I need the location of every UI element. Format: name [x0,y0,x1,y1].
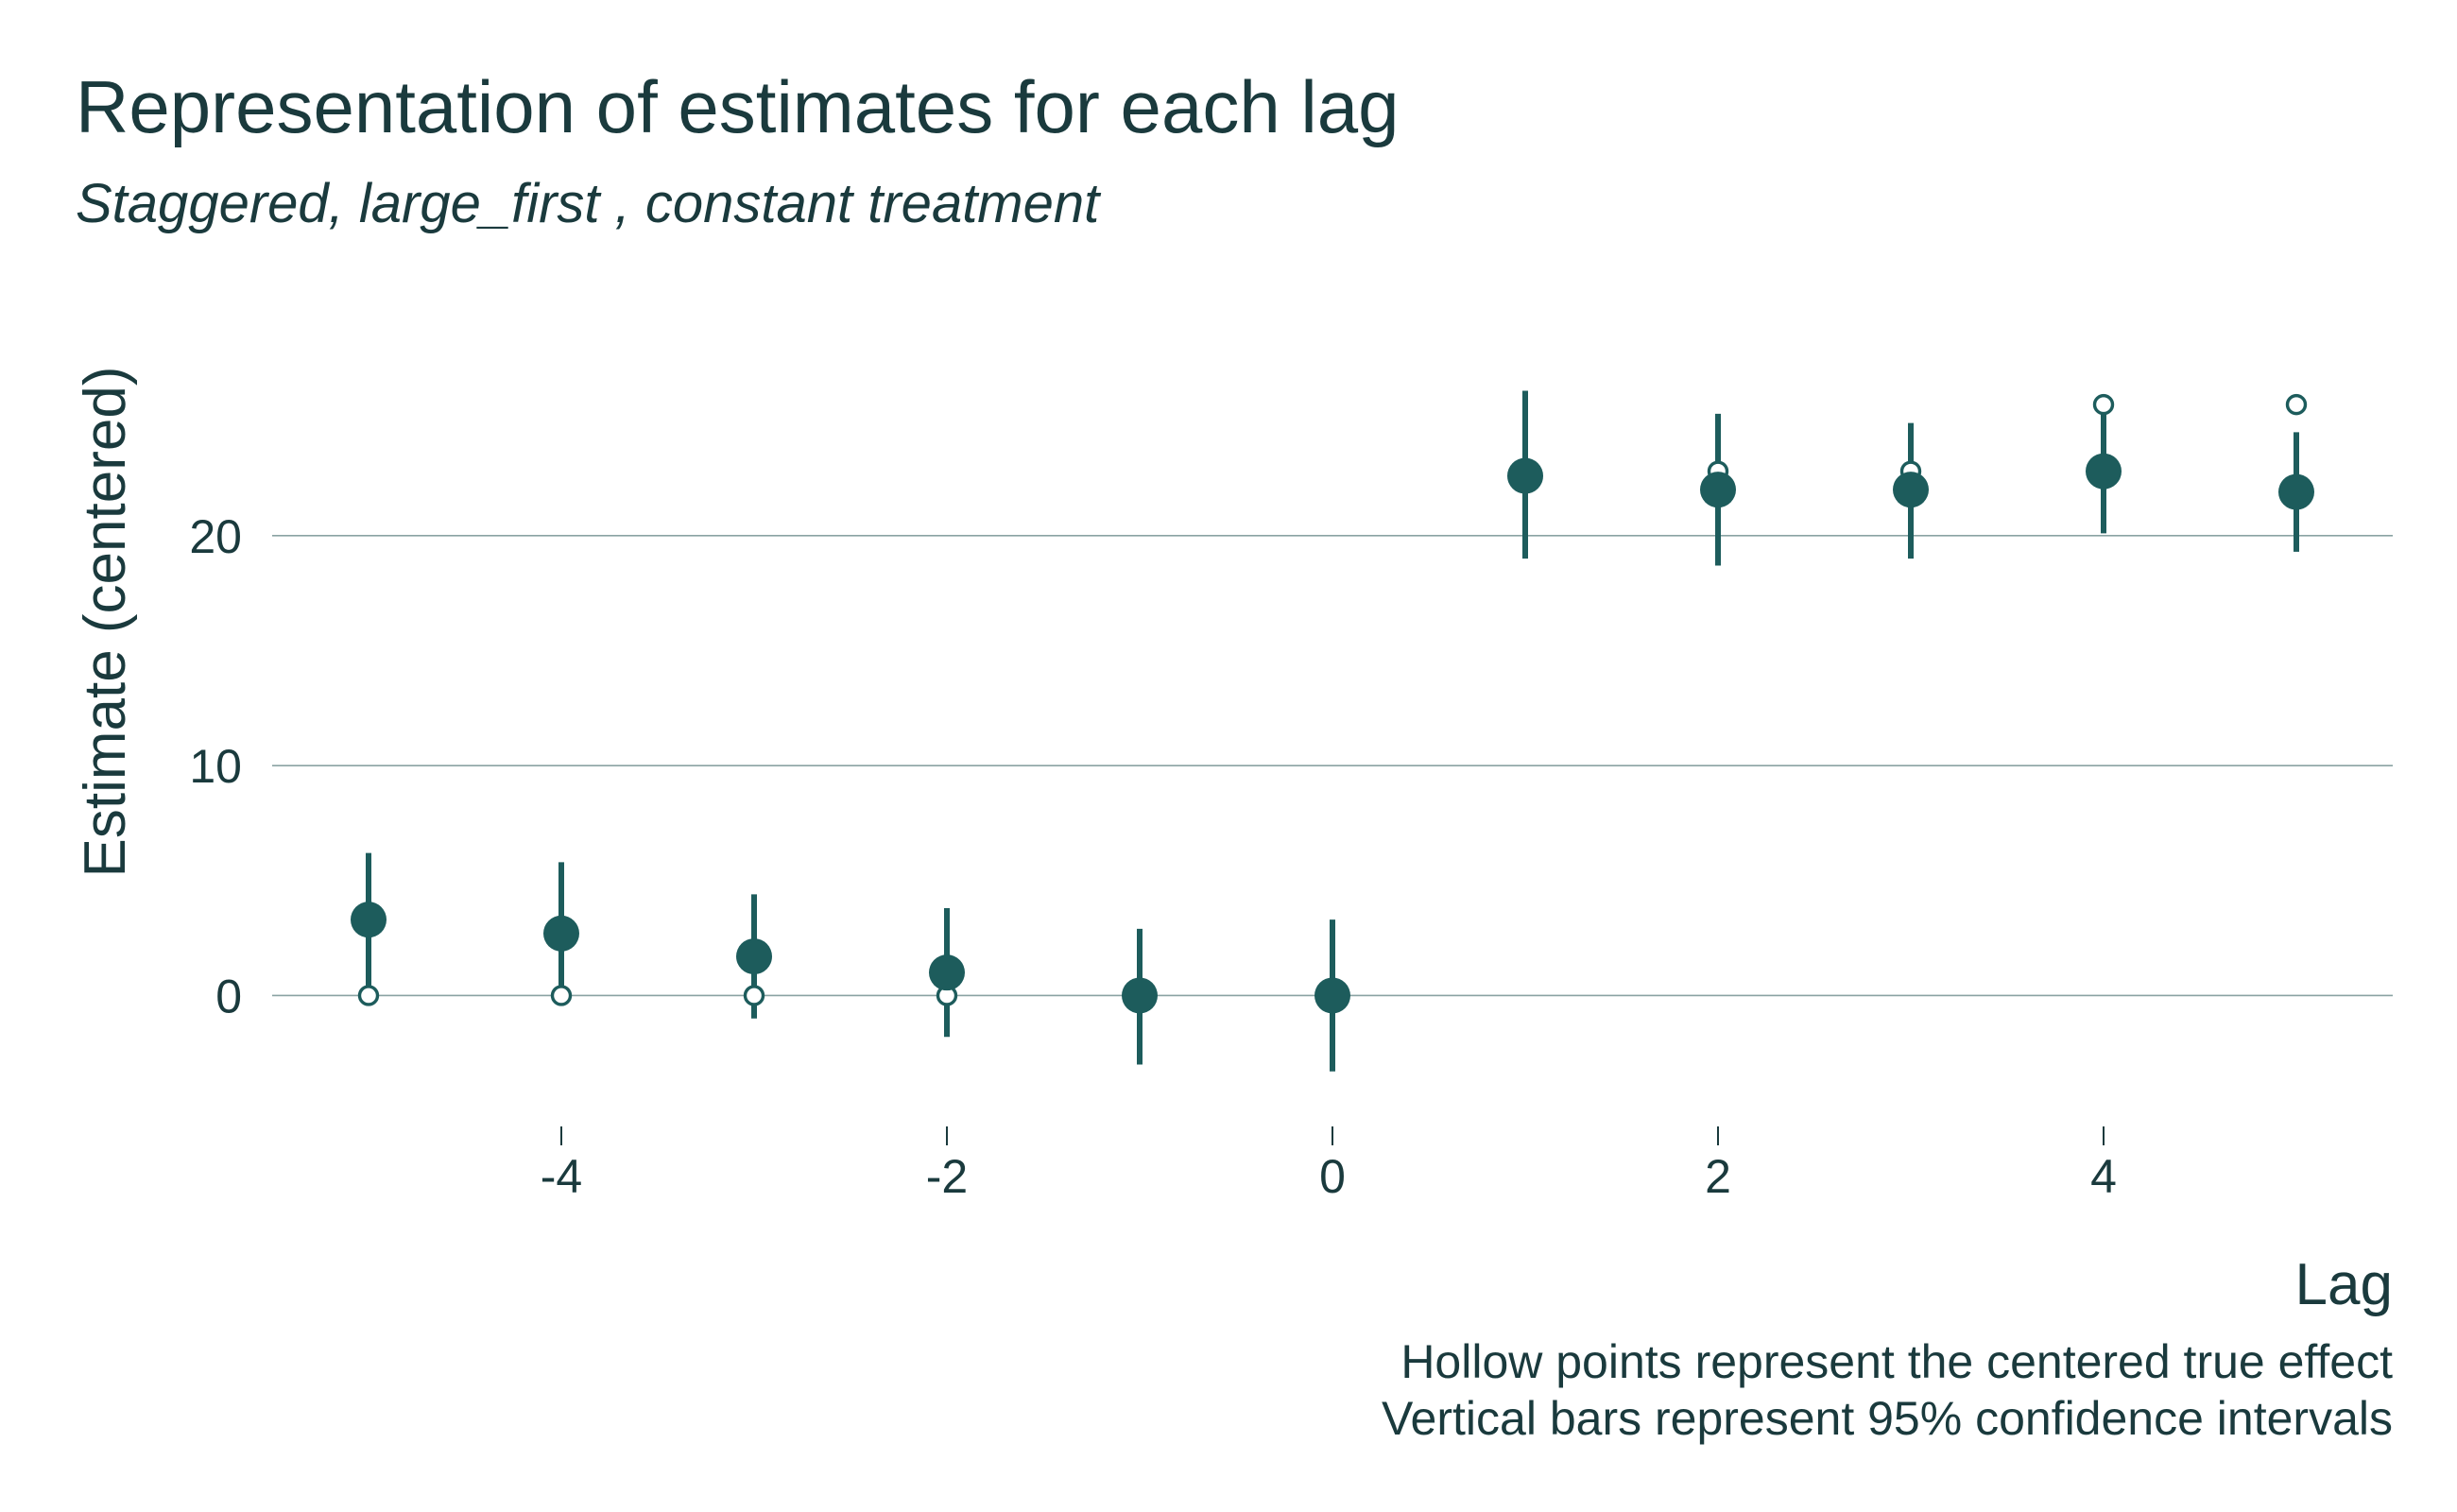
estimate-point [1314,977,1350,1014]
y-axis-label: Estimate (centered) [73,367,138,878]
estimate-point [1893,472,1929,508]
true-effect-point [550,985,573,1006]
true-effect-point [2092,393,2115,416]
axes: 0 10 20 -4 -2 0 2 4 [189,510,2117,1203]
y-tick-label: 0 [215,970,242,1022]
estimate-point [1507,457,1543,494]
chart-subtitle: Staggered, large_first , constant treatm… [76,173,1102,234]
y-tick-label: 20 [189,510,242,563]
x-tick-label: -4 [541,1150,582,1203]
true-effect-points [357,393,2308,1006]
true-effect-point [357,985,380,1006]
x-axis-label: Lag [2295,1252,2393,1317]
estimate-point [736,938,772,975]
estimate-point [2086,453,2122,490]
y-tick-label: 10 [189,740,242,793]
estimate-point [1122,977,1158,1014]
x-tick-label: 2 [1705,1150,1731,1203]
true-effect-point [2285,393,2308,416]
x-tick-label: 4 [2090,1150,2117,1203]
x-tick-label: -2 [926,1150,968,1203]
estimate-point [929,954,965,991]
estimate-point [2278,473,2314,510]
estimate-point [351,902,387,938]
estimate-points [351,453,2314,1014]
true-effect-point [743,985,765,1006]
confidence-intervals [366,390,2299,1072]
estimate-point [1700,472,1736,508]
chart-title: Representation of estimates for each lag [76,65,1399,148]
caption-line-2: Vertical bars represent 95% confidence i… [1382,1392,2393,1445]
estimate-point [543,915,579,952]
caption-line-1: Hollow points represent the centered tru… [1400,1335,2393,1388]
x-tick-label: 0 [1319,1150,1346,1203]
